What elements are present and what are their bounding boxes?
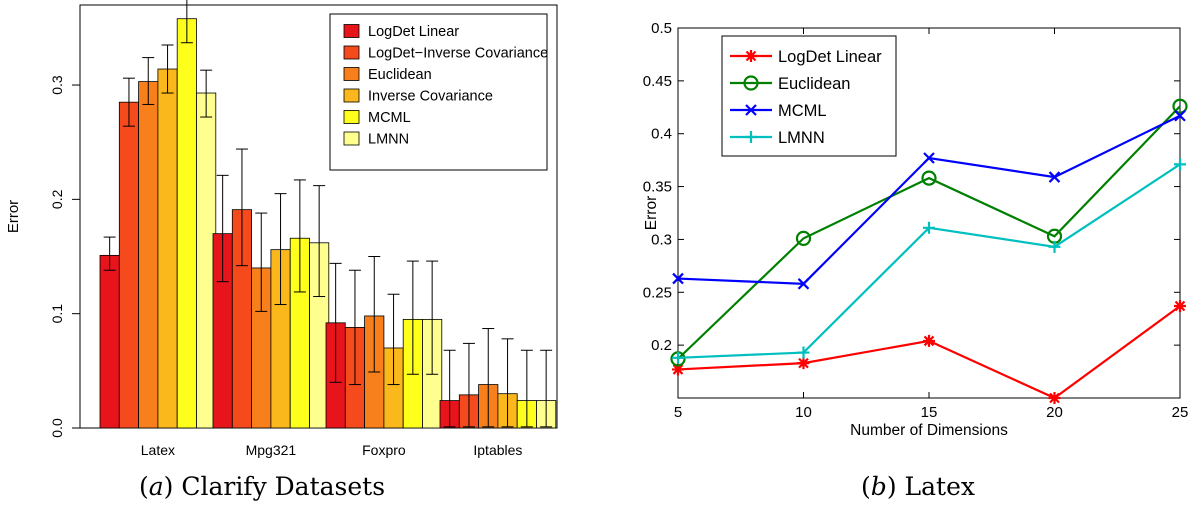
caption-a-text: Clarify Datasets (181, 472, 386, 501)
marker-x (1048, 171, 1061, 183)
x-tick-label-b: 20 (1046, 404, 1063, 421)
marker-star (672, 363, 684, 376)
marker-x (797, 278, 810, 290)
y-tick-label-a: 0.0 (49, 418, 65, 438)
series-line-mcml (672, 109, 1186, 290)
legend-swatch-a (343, 45, 360, 60)
legend-label-b: MCML (778, 102, 827, 120)
x-category-label-a: Foxpro (362, 442, 406, 458)
marker-circle (1172, 98, 1188, 114)
series-line-lmnn (672, 158, 1186, 364)
y-tick-label-b: 0.3 (651, 231, 672, 248)
y-tick-label-b: 0.45 (643, 73, 672, 90)
marker-x (672, 272, 684, 285)
bar (157, 68, 178, 429)
bar (176, 18, 197, 429)
bar (99, 254, 120, 429)
marker-x (923, 152, 935, 164)
x-category-label-a: Mpg321 (246, 442, 297, 458)
y-tick-label-b: 0.35 (643, 179, 672, 196)
bar (118, 101, 140, 429)
x-axis-label-b: Number of Dimensions (850, 422, 1008, 439)
legend-label-a: MCML (368, 110, 411, 126)
legend-label-b: LMNN (778, 129, 825, 147)
legend-box-a (329, 13, 548, 171)
legend-b: LogDet Linear Euclidean MCML LMNN (721, 35, 897, 157)
y-axis-label-b: Error (643, 196, 660, 230)
marker-x (745, 104, 757, 116)
series-path (677, 305, 1181, 400)
marker-plus (923, 221, 935, 234)
legend-label-a: LogDet Linear (368, 24, 459, 40)
y-tick-label-b: 0.2 (651, 337, 672, 354)
caption-b-label: b (870, 472, 887, 501)
marker-star (797, 357, 810, 370)
series-path (677, 163, 1181, 359)
caption-b: (b) Latex (861, 472, 975, 501)
y-tick-label-b: 0.4 (651, 126, 672, 143)
marker-circle (795, 230, 812, 246)
y-tick-label-b: 0.5 (651, 20, 672, 37)
legend-label-a: Inverse Covariance (368, 89, 493, 105)
legend-label-b: LogDet Linear (778, 48, 882, 66)
marker-star (1048, 392, 1061, 404)
legend-label-a: Euclidean (368, 67, 432, 83)
marker-star (1174, 300, 1186, 313)
x-category-label-a: Latex (141, 442, 175, 458)
x-tick-label-b: 5 (674, 404, 682, 421)
caption-b-text: Latex (904, 472, 975, 501)
bar (138, 81, 159, 429)
marker-plus (1174, 158, 1186, 171)
legend-label-b: Euclidean (778, 75, 850, 93)
legend-label-a: LogDet−Inverse Covariance (368, 46, 548, 62)
y-tick-label-a: 0.1 (49, 304, 65, 324)
x-tick-label-b: 10 (795, 404, 812, 421)
marker-circle (921, 170, 937, 186)
legend-swatch-a (343, 67, 360, 81)
marker-plus (797, 346, 810, 359)
x-category-label-a: Iptables (473, 442, 522, 458)
line-chart-latex: 5 10 15 20 25 0.2 0.25 0.3 0.35 0.4 0.45 0.5 Number … (643, 20, 1188, 439)
legend-swatch-a (343, 110, 360, 124)
legend-label-a: LMNN (368, 132, 409, 148)
marker-plus (745, 131, 757, 143)
caption-a: (a) Clarify Datasets (138, 472, 386, 501)
x-tick-label-b: 25 (1172, 404, 1188, 421)
series-line-euclidean (670, 98, 1188, 367)
series-path (677, 105, 1181, 360)
marker-plus (1048, 240, 1061, 253)
y-tick-label-a: 0.2 (49, 189, 65, 209)
marker-star (923, 334, 935, 347)
legend-a: LogDet Linear LogDet−Inverse Covariance Eu… (329, 13, 548, 171)
marker-plus (672, 351, 684, 364)
marker-x (1174, 109, 1186, 122)
x-tick-label-b: 15 (921, 404, 938, 421)
marker-star (745, 50, 757, 62)
bar-chart-clarify-datasets: 0.0 0.1 0.2 0.3 Error Latex Mpg321 Foxpro Iptabl… (5, 0, 558, 458)
marker-circle (743, 75, 759, 91)
caption-a-label: a (148, 472, 164, 501)
y-tick-label-b: 0.25 (643, 284, 672, 301)
legend-swatch-a (343, 131, 360, 146)
series-line-logdet-linear (672, 300, 1186, 404)
y-tick-label-a: 0.3 (49, 75, 65, 95)
legend-swatch-a (343, 88, 360, 103)
y-axis-label-a: Error (5, 200, 22, 233)
legend-swatch-a (343, 24, 360, 38)
